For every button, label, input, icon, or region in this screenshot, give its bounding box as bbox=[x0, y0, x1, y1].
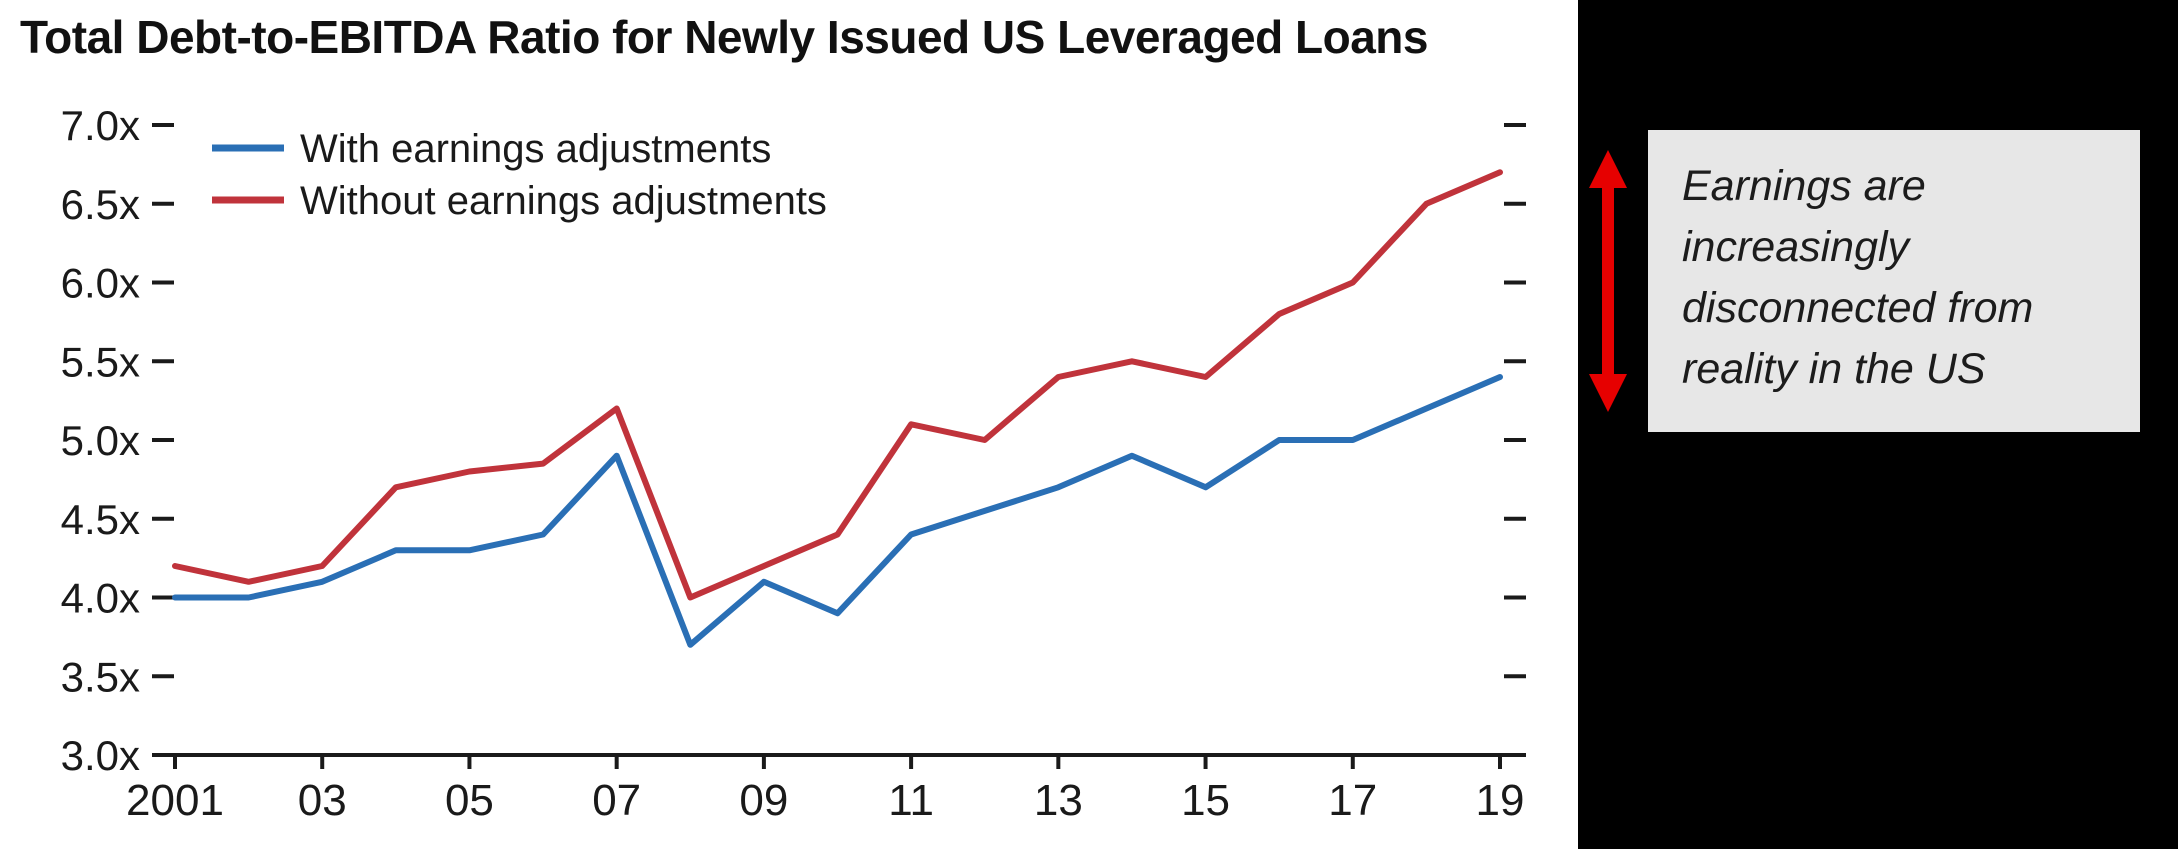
debt-to-ebitda-line-chart: 3.0x 3.5x 4.0x 4.5x 5.0x 5.5x 6.0x 6.5x 7.0x 2001… bbox=[61, 102, 1526, 825]
y-tick-label: 5.0x bbox=[61, 417, 140, 464]
legend-label: Without earnings adjustments bbox=[300, 179, 827, 223]
x-tick-label: 07 bbox=[592, 776, 641, 825]
red-double-arrow-icon bbox=[1589, 150, 1627, 412]
x-tick-label: 2001 bbox=[126, 776, 224, 825]
legend-label: With earnings adjustments bbox=[300, 127, 771, 171]
x-tick-label: 09 bbox=[739, 776, 788, 825]
series-line-with-earnings-adjustments bbox=[172, 374, 1503, 648]
annotation-box: Earnings are increasingly disconnected f… bbox=[1648, 130, 2140, 432]
series-line-without-earnings-adjustments bbox=[172, 169, 1503, 601]
chart-title: Total Debt-to-EBITDA Ratio for Newly Iss… bbox=[20, 11, 1428, 63]
y-tick-label: 4.0x bbox=[61, 575, 140, 622]
y-tick-label: 7.0x bbox=[61, 102, 140, 149]
x-tick-label: 17 bbox=[1328, 776, 1377, 825]
x-tick-label: 03 bbox=[298, 776, 347, 825]
y-tick-label: 3.5x bbox=[61, 653, 140, 700]
y-tick-label: 3.0x bbox=[61, 732, 140, 779]
x-tick-label: 11 bbox=[888, 776, 934, 825]
y-tick-label: 4.5x bbox=[61, 496, 140, 543]
x-tick-label: 05 bbox=[445, 776, 494, 825]
x-tick-label: 15 bbox=[1181, 776, 1230, 825]
x-tick-label: 19 bbox=[1476, 776, 1525, 825]
y-tick-label: 6.0x bbox=[61, 260, 140, 307]
y-tick-label: 6.5x bbox=[61, 181, 140, 228]
x-tick-label: 13 bbox=[1034, 776, 1083, 825]
annotation-text: Earnings are increasingly disconnected f… bbox=[1682, 162, 2034, 394]
chart-panel: 3.0x 3.5x 4.0x 4.5x 5.0x 5.5x 6.0x 6.5x 7.0x 2001… bbox=[20, 11, 1526, 825]
y-tick-label: 5.5x bbox=[61, 338, 140, 385]
